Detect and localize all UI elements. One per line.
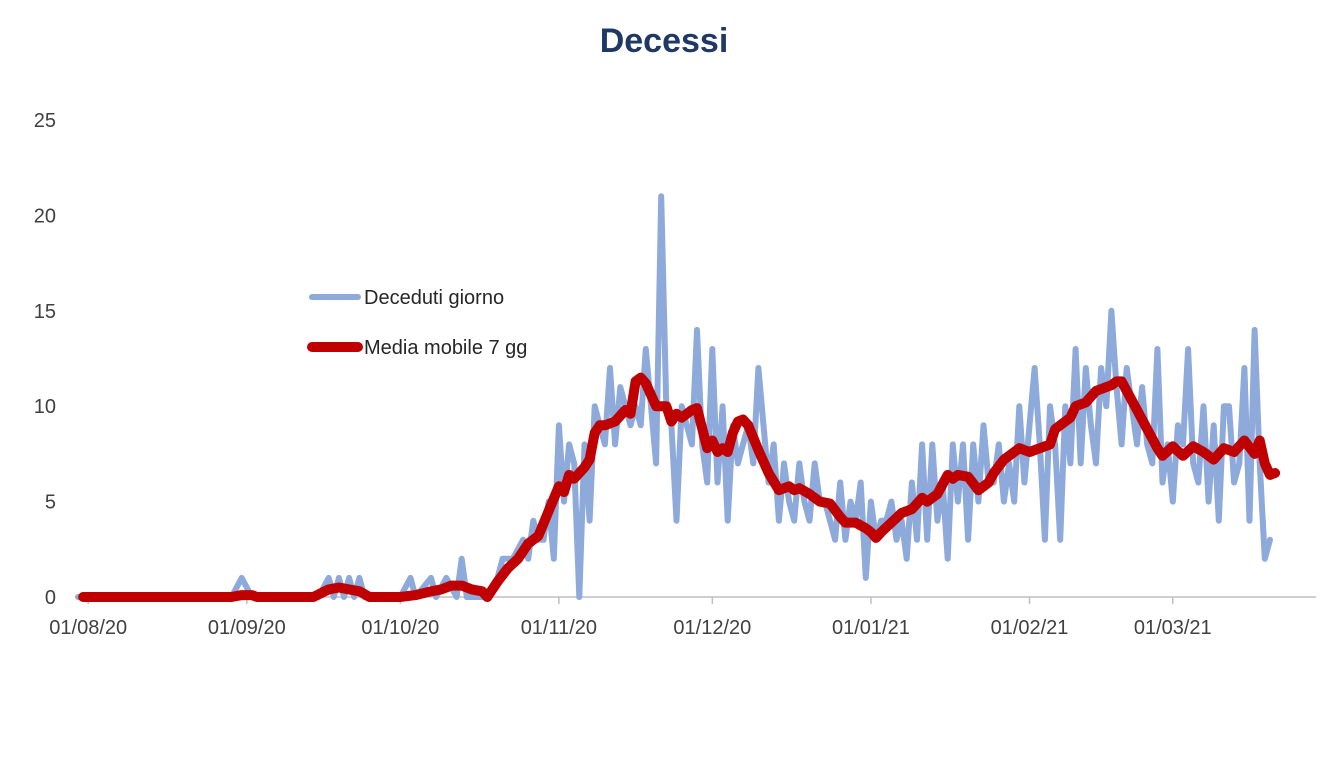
x-tick-label: 01/03/21: [1134, 617, 1212, 639]
x-tick-label: 01/11/20: [521, 617, 597, 639]
legend-label: Deceduti giorno: [364, 287, 504, 309]
y-tick-label: 5: [45, 492, 56, 514]
x-tick-label: 01/02/21: [991, 617, 1069, 639]
x-tick-label: 01/12/20: [673, 617, 751, 639]
x-tick-label: 01/01/21: [832, 617, 910, 639]
x-axis-ticks: 01/08/20 01/09/20 01/10/20 01/11/20 01/12/20…: [49, 597, 1212, 639]
x-tick-label: 01/09/20: [208, 617, 286, 639]
series-layer: [75, 193, 1281, 602]
y-tick-label: 25: [34, 110, 56, 132]
y-tick-label: 20: [34, 205, 56, 227]
chart-title: Decessi: [599, 22, 729, 60]
legend-label: Media mobile 7 gg: [364, 337, 527, 359]
y-axis-labels: 0 5 10 15 20 25: [34, 110, 56, 609]
x-tick-label: 01/08/20: [49, 617, 127, 639]
y-tick-label: 10: [34, 396, 56, 418]
legend: Deceduti giorno Media mobile 7 gg: [307, 287, 527, 359]
y-tick-label: 0: [45, 587, 56, 609]
x-tick-label: 01/10/20: [361, 617, 439, 639]
y-tick-label: 15: [34, 301, 56, 323]
series-line-media-mobile: [78, 372, 1281, 602]
